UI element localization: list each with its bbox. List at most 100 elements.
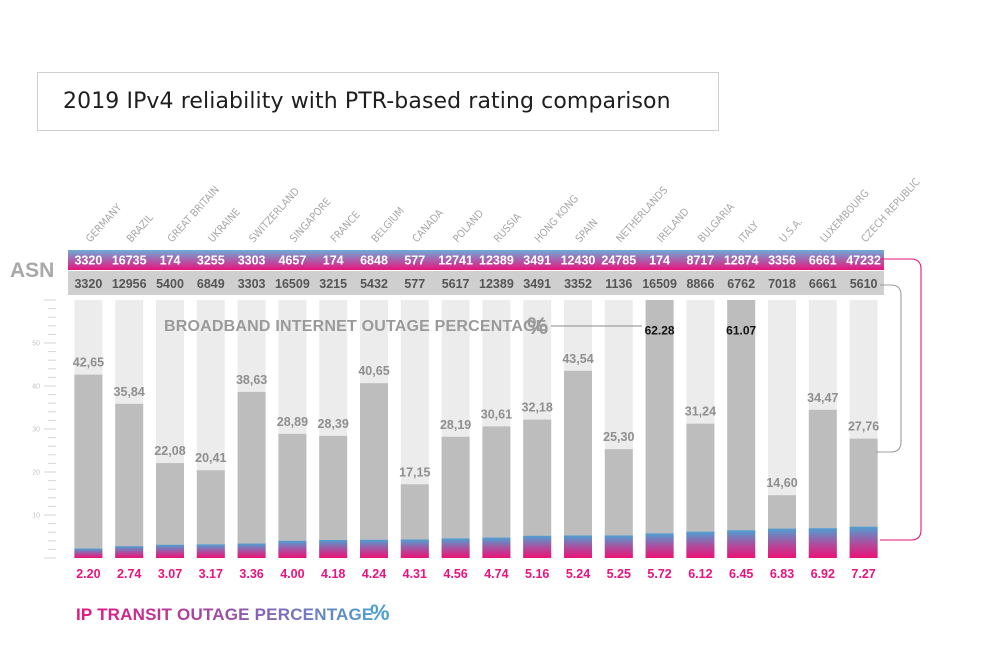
column-backgrounds xyxy=(74,300,878,558)
ip-transit-value-label: 4.31 xyxy=(403,567,427,581)
asn-top-value: 12430 xyxy=(561,254,596,268)
ip-transit-outage-label: IP TRANSIT OUTAGE PERCENTAGE xyxy=(76,605,373,624)
asn-top-value: 6848 xyxy=(360,254,388,268)
broadband-bar xyxy=(319,435,348,558)
ip-transit-bar xyxy=(482,537,511,558)
broadband-bar xyxy=(196,470,225,558)
asn-top-value: 16735 xyxy=(112,254,147,268)
broadband-value-label: 28,89 xyxy=(277,415,308,429)
broadband-bar xyxy=(441,436,470,558)
broadband-value-label: 35,84 xyxy=(114,385,145,399)
broadband-bar xyxy=(237,391,266,558)
country-label: BULGARIA xyxy=(696,201,738,245)
broadband-value-label: 62.28 xyxy=(645,323,675,337)
pink-bracket xyxy=(880,258,922,541)
ip-transit-value-label: 6.92 xyxy=(811,567,835,581)
broadband-value-label: 27,76 xyxy=(848,420,879,434)
ip-transit-value-label: 6.12 xyxy=(688,567,712,581)
country-label: IRELAND xyxy=(655,206,692,245)
broadband-value-label: 17,15 xyxy=(399,465,430,479)
ip-transit-bars xyxy=(74,526,878,558)
broadband-annotation: BROADBAND INTERNET OUTAGE PERCENTAGE % xyxy=(164,313,642,340)
ip-transit-bar xyxy=(849,526,878,558)
ip-transit-annotation: IP TRANSIT OUTAGE PERCENTAGE % xyxy=(76,600,390,625)
asn-top-value: 174 xyxy=(323,254,344,268)
broadband-bar xyxy=(74,374,103,558)
asn-top-value: 8717 xyxy=(686,254,714,268)
ip-transit-bar xyxy=(74,548,103,558)
broadband-bar xyxy=(115,403,144,558)
country-label: RUSSIA xyxy=(492,211,525,245)
country-label: GERMANY xyxy=(84,202,125,245)
broadband-bar xyxy=(278,433,307,558)
asn-bottom-value: 12389 xyxy=(479,277,514,291)
ip-transit-bar xyxy=(156,544,184,558)
y-tick-label: 30 xyxy=(32,427,40,434)
broadband-value-label: 14,60 xyxy=(766,476,797,490)
broadband-value-label: 22,08 xyxy=(154,444,185,458)
broadband-bars xyxy=(74,300,878,558)
broadband-outage-label: BROADBAND INTERNET OUTAGE PERCENTAGE xyxy=(164,318,547,335)
asn-axis-label: ASN xyxy=(10,259,54,282)
asn-top-value: 174 xyxy=(160,254,181,268)
ip-transit-value-label: 5.72 xyxy=(647,567,671,581)
ip-transit-value-label: 2.74 xyxy=(117,567,141,581)
broadband-value-label: 34,47 xyxy=(807,391,838,405)
asn-top-value: 3303 xyxy=(238,254,266,268)
ip-transit-value-label: 6.45 xyxy=(729,567,753,581)
asn-top-value: 577 xyxy=(404,254,425,268)
asn-bottom-value: 3215 xyxy=(319,277,347,291)
asn-top-value: 12741 xyxy=(438,254,473,268)
ip-transit-value-label: 5.16 xyxy=(525,567,549,581)
broadband-value-label: 25,30 xyxy=(603,430,634,444)
country-label: U.S.A. xyxy=(777,216,805,245)
ip-transit-bar xyxy=(686,531,715,558)
broadband-value-label: 20,41 xyxy=(195,451,226,465)
asn-bottom-value: 8866 xyxy=(686,277,714,291)
ip-transit-value-label: 3.07 xyxy=(158,567,182,581)
country-label: BRAZIL xyxy=(125,211,157,245)
broadband-value-label: 40,65 xyxy=(358,364,389,378)
ip-transit-bar xyxy=(808,528,837,558)
ip-transit-bar xyxy=(727,530,756,558)
ip-transit-value-label: 4.74 xyxy=(484,567,508,581)
broadband-value-label: 30,61 xyxy=(481,407,512,421)
ip-transit-bar xyxy=(360,539,388,558)
asn-bottom-value: 6762 xyxy=(727,277,755,291)
asn-bottom-value: 5400 xyxy=(156,277,184,291)
y-axis: 10 20 30 40 50 xyxy=(32,299,56,559)
ip-transit-value-label: 2.20 xyxy=(76,567,100,581)
broadband-value-label: 43,54 xyxy=(562,352,593,366)
broadband-value-label: 28,39 xyxy=(318,417,349,431)
ip-transit-value-label: 4.00 xyxy=(280,567,304,581)
y-tick-label: 40 xyxy=(32,384,40,391)
country-label: CANADA xyxy=(410,207,446,245)
chart-title-box: 2019 IPv4 reliability with PTR-based rat… xyxy=(37,72,719,131)
ip-transit-bar xyxy=(441,538,470,558)
broadband-percent-symbol: % xyxy=(527,313,548,340)
country-label: UKRAINE xyxy=(206,206,243,245)
asn-bottom-value: 16509 xyxy=(642,277,677,291)
asn-top-value: 6661 xyxy=(809,254,837,268)
ip-transit-value-label: 6.83 xyxy=(770,567,794,581)
asn-bottom-value: 16509 xyxy=(275,277,310,291)
ip-transit-bar xyxy=(768,528,796,558)
asn-bottom-value: 5610 xyxy=(850,277,878,291)
broadband-bar xyxy=(727,300,756,558)
ip-transit-percent-symbol: % xyxy=(370,600,390,625)
asn-top-value: 3491 xyxy=(523,254,551,268)
asn-top-value: 12874 xyxy=(724,254,759,268)
ip-transit-value-label: 4.56 xyxy=(443,567,467,581)
asn-bottom-value: 3491 xyxy=(523,277,551,291)
ip-transit-value-label: 5.25 xyxy=(607,567,631,581)
ip-transit-bar xyxy=(278,540,307,558)
broadband-value-label: 61.07 xyxy=(726,323,756,337)
asn-top-value: 4657 xyxy=(278,254,306,268)
broadband-value-labels: 42,65 35,84 22,08 20,41 38,63 28,89 28,39 40,65… xyxy=(73,323,880,490)
asn-bottom-value: 5617 xyxy=(442,277,470,291)
asn-bottom-value: 3320 xyxy=(74,277,102,291)
ip-transit-bar xyxy=(237,543,266,558)
asn-bottom-value: 6661 xyxy=(809,277,837,291)
